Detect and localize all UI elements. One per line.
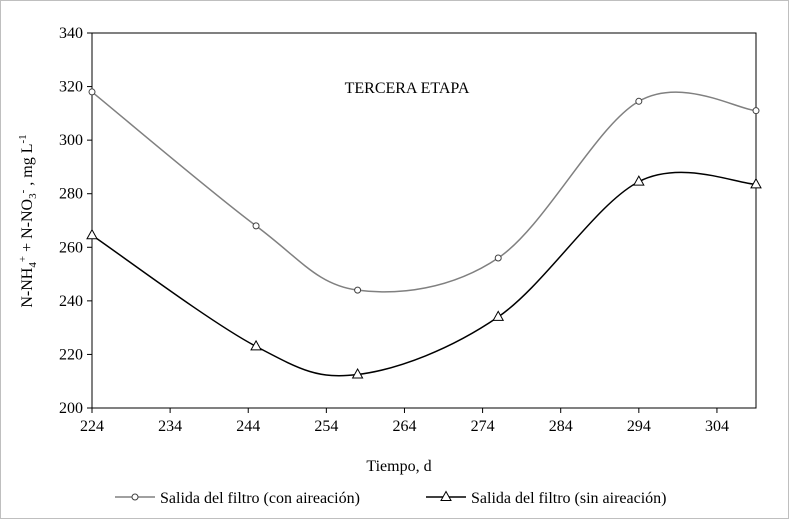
plot-area	[91, 32, 757, 409]
data-point-circle	[752, 107, 760, 115]
x-axis-ticks: 224 234 244 254 264 274 284 294 304	[80, 408, 729, 435]
y-label-part3: , mg L	[19, 144, 36, 190]
x-tick-label: 254	[314, 418, 338, 435]
data-point-triangle	[750, 177, 762, 189]
y-label-sub1: 4	[27, 262, 39, 268]
y-axis-ticks: 200 220 240 260 280 300 320 340	[59, 25, 92, 417]
y-tick-label: 200	[59, 400, 83, 417]
legend-marker-triangle	[440, 490, 452, 501]
legend: Salida del filtro (con aireación) Salida…	[115, 490, 666, 507]
series-line-1	[91, 171, 757, 377]
data-point-triangle	[632, 175, 645, 186]
x-tick-label: 264	[392, 418, 416, 435]
data-point-circle	[635, 97, 643, 105]
y-label-sub2: 3	[27, 193, 39, 199]
legend-marker-circle	[131, 493, 139, 501]
x-tick-label: 304	[705, 418, 729, 435]
x-tick-label: 224	[80, 418, 104, 435]
x-tick-label: 234	[158, 418, 182, 435]
series-layer	[86, 88, 762, 379]
y-label-sup3: -1	[17, 134, 29, 143]
data-point-triangle	[250, 339, 262, 351]
y-axis-label: N-NH4+ + N-NO3- , mg L-1	[17, 134, 39, 307]
x-tick-label: 294	[627, 418, 651, 435]
legend-label-con-aireacion: Salida del filtro (con aireación)	[160, 490, 360, 507]
y-tick-label: 300	[59, 132, 83, 149]
data-point-triangle	[351, 367, 364, 379]
y-tick-label: 320	[59, 79, 83, 96]
data-point-triangle	[86, 228, 98, 240]
y-tick-label: 260	[59, 239, 83, 256]
data-point-circle	[252, 222, 260, 230]
y-tick-label: 240	[59, 293, 83, 310]
data-point-circle	[354, 286, 362, 294]
chart-title: TERCERA ETAPA	[345, 80, 470, 97]
legend-item-con-aireacion: Salida del filtro (con aireación)	[115, 490, 360, 507]
data-point-circle	[88, 88, 96, 96]
y-tick-label: 220	[59, 346, 83, 363]
y-label-sup2: -	[17, 189, 29, 193]
legend-label-sin-aireacion: Salida del filtro (sin aireación)	[471, 490, 666, 507]
data-point-circle	[494, 254, 502, 262]
y-label-part1: N-NH	[19, 267, 36, 307]
x-axis-label: Tiempo, d	[366, 458, 431, 475]
x-tick-label: 274	[471, 418, 495, 435]
legend-item-sin-aireacion: Salida del filtro (sin aireación)	[426, 490, 666, 507]
x-tick-label: 244	[236, 418, 260, 435]
data-point-triangle	[492, 310, 505, 321]
y-label-sup1: +	[17, 256, 29, 262]
y-label-part2: + N-NO	[19, 199, 36, 256]
y-tick-label: 340	[59, 25, 83, 42]
y-tick-label: 280	[59, 186, 83, 203]
series-line-0	[91, 91, 757, 293]
x-tick-label: 284	[549, 418, 573, 435]
